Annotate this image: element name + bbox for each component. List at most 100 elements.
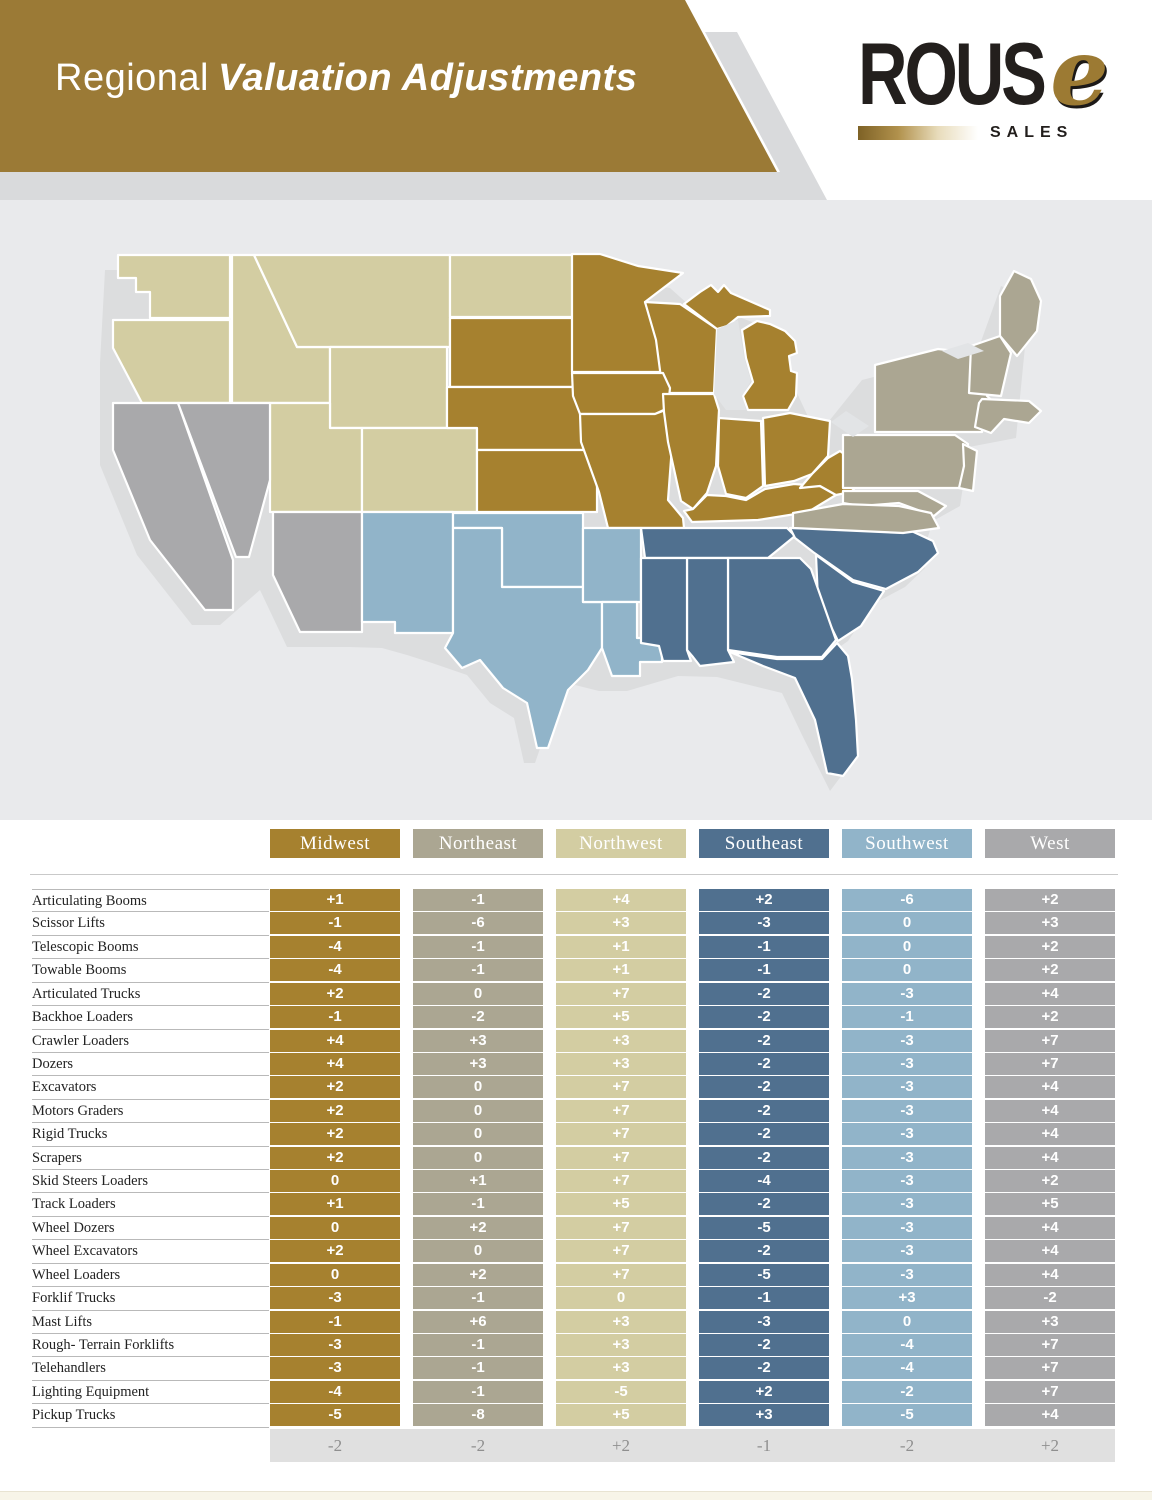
legend-chip-southeast: Southeast <box>699 829 829 858</box>
logo-text-rous: ROUS <box>858 24 1047 123</box>
value-cell-southeast: -2 <box>699 982 829 1005</box>
value-cell-southwest: -3 <box>842 1240 972 1263</box>
value-cell-northwest: +5 <box>556 1193 686 1216</box>
value-cell-northeast: -6 <box>413 912 543 935</box>
value-cell-midwest: +4 <box>270 1029 400 1052</box>
value-cell-west: +5 <box>985 1193 1115 1216</box>
column-average-northwest: +2 <box>611 1435 631 1455</box>
value-cell-northeast: 0 <box>413 1240 543 1263</box>
table-row: Excavators +2 0 +7 -2 -3 +4 <box>0 1076 1152 1100</box>
value-cell-northwest: +7 <box>556 1123 686 1146</box>
table-row: Mast Lifts -1 +6 +3 -3 0 +3 <box>0 1310 1152 1335</box>
value-cell-northwest: +3 <box>556 1310 686 1333</box>
state-arkansas <box>581 526 643 604</box>
value-cell-southwest: 0 <box>842 935 972 958</box>
value-cell-midwest: +2 <box>270 1076 400 1099</box>
value-cell-northeast: 0 <box>413 1123 543 1146</box>
row-label: Scrapers <box>32 1147 269 1171</box>
value-cell-northeast: -1 <box>413 1287 543 1310</box>
state-georgia <box>726 556 838 659</box>
row-label: Telescopic Booms <box>32 936 269 960</box>
value-cell-northeast: +6 <box>413 1310 543 1333</box>
value-cell-west: +7 <box>985 1052 1115 1075</box>
value-cell-west: +4 <box>985 1076 1115 1099</box>
value-cell-southwest: -3 <box>842 1076 972 1099</box>
value-cell-southeast: -3 <box>699 912 829 935</box>
value-cell-northeast: 0 <box>413 982 543 1005</box>
value-cell-midwest: -1 <box>270 1310 400 1333</box>
table-row: Skid Steers Loaders 0 +1 +7 -4 -3 +2 <box>0 1170 1152 1194</box>
value-cell-northwest: +7 <box>556 982 686 1005</box>
lake-michigan <box>714 320 751 410</box>
value-cell-northwest: 0 <box>556 1287 686 1310</box>
value-cell-northeast: 0 <box>413 1146 543 1169</box>
value-cell-northwest: +7 <box>556 1099 686 1122</box>
page-title: Regional Valuation Adjustments <box>55 57 637 100</box>
value-cell-west: +4 <box>985 1099 1115 1122</box>
value-cell-west: +4 <box>985 1240 1115 1263</box>
table-row: Rough- Terrain Forklifts -3 -1 +3 -2 -4 +7 <box>0 1334 1152 1358</box>
state-north-dakota <box>448 253 575 319</box>
legend-chip-southwest: Southwest <box>842 829 972 858</box>
value-cell-west: +7 <box>985 1334 1115 1357</box>
logo-subline: SALES <box>858 124 1088 142</box>
value-cell-midwest: +2 <box>270 1240 400 1263</box>
state-colorado <box>360 426 479 514</box>
value-cell-southwest: -4 <box>842 1334 972 1357</box>
state-tennessee <box>639 526 797 560</box>
state-florida <box>728 641 860 778</box>
averages-band <box>270 1428 1115 1462</box>
table-row: Towable Booms -4 -1 +1 -1 0 +2 <box>0 959 1152 983</box>
value-cell-midwest: +1 <box>270 1193 400 1216</box>
row-label: Wheel Loaders <box>32 1264 269 1288</box>
value-cell-northwest: +7 <box>556 1263 686 1286</box>
state-indiana <box>716 416 765 500</box>
value-cell-southeast: -2 <box>699 1123 829 1146</box>
legend-chip-midwest: Midwest <box>270 829 400 858</box>
value-cell-midwest: +2 <box>270 1123 400 1146</box>
value-cell-midwest: 0 <box>270 1170 400 1193</box>
state-washington <box>116 253 232 320</box>
state-new-jersey <box>957 442 979 493</box>
value-cell-southeast: -2 <box>699 1357 829 1380</box>
map-section-background <box>0 200 1152 820</box>
row-label: Track Loaders <box>32 1193 269 1217</box>
table-row: Pickup Trucks -5 -8 +5 +3 -5 +4 <box>0 1404 1152 1428</box>
value-cell-southwest: -5 <box>842 1404 972 1427</box>
value-cell-southeast: -2 <box>699 1146 829 1169</box>
state-pennsylvania <box>841 433 970 490</box>
row-label: Scissor Lifts <box>32 912 269 936</box>
value-cell-west: +2 <box>985 1170 1115 1193</box>
row-label: Forklif Trucks <box>32 1287 269 1311</box>
value-cell-west: +4 <box>985 1146 1115 1169</box>
value-cell-west: +4 <box>985 1123 1115 1146</box>
value-cell-midwest: +2 <box>270 1146 400 1169</box>
table-row: Wheel Loaders 0 +2 +7 -5 -3 +4 <box>0 1263 1152 1288</box>
value-cell-southeast: -1 <box>699 959 829 982</box>
legend-chip-west: West <box>985 829 1115 858</box>
value-cell-southwest: -3 <box>842 1263 972 1286</box>
column-average-southwest: -2 <box>899 1435 915 1455</box>
value-cell-northeast: +2 <box>413 1263 543 1286</box>
row-label: Mast Lifts <box>32 1311 269 1335</box>
value-cell-northeast: 0 <box>413 1076 543 1099</box>
value-cell-west: +7 <box>985 1357 1115 1380</box>
row-label: Backhoe Loaders <box>32 1006 269 1030</box>
value-cell-southwest: -3 <box>842 1146 972 1169</box>
value-cell-southwest: -3 <box>842 1052 972 1075</box>
value-cell-southwest: -4 <box>842 1357 972 1380</box>
row-label: Articulating Booms <box>32 889 269 913</box>
legend-chip-northeast: Northeast <box>413 829 543 858</box>
row-label: Motors Graders <box>32 1100 269 1124</box>
value-cell-southwest: -2 <box>842 1380 972 1403</box>
state-mississippi <box>639 556 693 663</box>
value-cell-west: +2 <box>985 1006 1115 1029</box>
state-iowa <box>570 371 672 416</box>
value-cell-northwest: +1 <box>556 959 686 982</box>
title-regular: Regional <box>55 57 209 99</box>
logo-wordmark: ROUSe <box>858 24 1109 123</box>
value-cell-southeast: -2 <box>699 1029 829 1052</box>
value-cell-west: +2 <box>985 935 1115 958</box>
value-cell-midwest: -1 <box>270 912 400 935</box>
row-label: Dozers <box>32 1053 269 1077</box>
